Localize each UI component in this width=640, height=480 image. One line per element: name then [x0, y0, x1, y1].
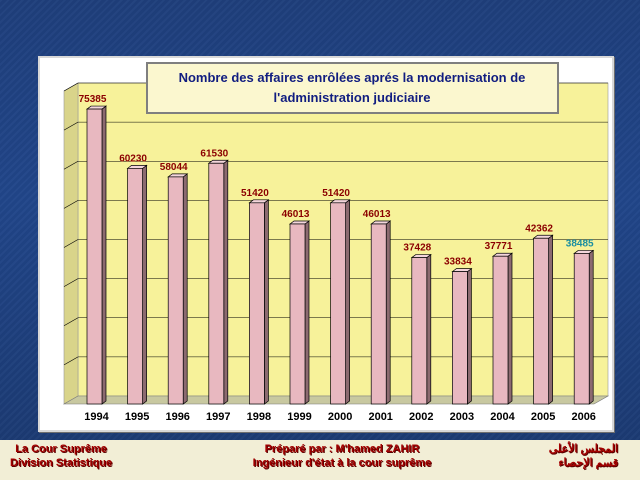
data-label: 38485	[566, 238, 594, 249]
bar-side	[588, 249, 594, 405]
x-tick-label: 2002	[409, 411, 433, 423]
gridline-side	[63, 121, 79, 131]
data-label: 42362	[525, 223, 553, 234]
bar	[330, 202, 346, 405]
footer-band: La Cour Suprême Division Statistique Pré…	[0, 440, 640, 480]
bar-side	[507, 252, 513, 405]
gridline-side	[63, 239, 79, 248]
bar-side	[264, 199, 269, 405]
footer-org-name: La Cour Suprême	[15, 443, 107, 455]
gridline-side	[63, 160, 79, 170]
data-label: 51420	[241, 188, 269, 199]
bar-top	[207, 159, 229, 164]
bar-top	[248, 199, 270, 204]
data-label: 51420	[322, 188, 350, 199]
data-label: 37771	[485, 241, 513, 252]
bar	[452, 271, 468, 405]
bar-chart: 75385 1994 60230 1995 58044 1996 61530 1997 5142…	[62, 62, 610, 423]
chart-title-box	[146, 62, 559, 114]
x-tick-label: 1994	[84, 411, 109, 423]
data-label: 37428	[403, 243, 431, 254]
data-label: 58044	[160, 162, 188, 173]
bar-side	[467, 267, 472, 405]
bar	[208, 162, 225, 405]
data-label: 46013	[282, 209, 310, 220]
bar-top	[167, 173, 189, 178]
footer-right: المجلس الأعلى قسم الإحصاء	[549, 442, 618, 470]
data-label: 46013	[363, 209, 391, 220]
bar	[492, 255, 509, 405]
bar-top	[410, 254, 432, 258]
chart-frame: 75385 1994 60230 1995 58044 1996 61530 1997 5142…	[38, 56, 614, 432]
gridline-side	[63, 82, 79, 92]
x-tick-label: 2004	[490, 411, 515, 423]
bar-top	[532, 234, 554, 239]
footer-org-name-arabic: المجلس الأعلى	[548, 443, 618, 455]
bar-side	[426, 253, 432, 405]
bar-side	[223, 159, 229, 405]
bar-side	[182, 173, 188, 405]
footer-division-arabic: قسم الإحصاء	[558, 457, 618, 469]
chart-title-line: Nombre des affaires enrôlées aprés la mo…	[179, 70, 526, 85]
data-label: 61530	[200, 148, 228, 159]
bar	[289, 223, 306, 405]
bar	[533, 237, 549, 405]
bar-side	[548, 234, 553, 405]
x-tick-label: 2003	[450, 411, 474, 423]
bar	[370, 223, 387, 405]
bar-top	[370, 220, 392, 225]
data-label: 60230	[119, 153, 147, 164]
x-tick-label: 2000	[328, 411, 352, 423]
gridline-side	[63, 317, 79, 327]
bar-side	[101, 105, 107, 405]
x-tick-label: 1995	[125, 411, 149, 423]
bar-top	[573, 250, 595, 254]
gridline-side	[63, 278, 79, 287]
bar-top	[451, 268, 473, 272]
x-tick-label: 1999	[287, 411, 311, 423]
bar-top	[85, 105, 108, 110]
footer-author: Préparé par : M'hamed ZAHIR	[264, 443, 420, 455]
bar-top	[329, 199, 351, 204]
x-tick-label: 1998	[247, 411, 271, 423]
x-tick-label: 2006	[571, 411, 595, 423]
footer-author-title: Ingénieur d'état à la cour suprême	[252, 457, 432, 469]
bar-side	[304, 220, 310, 405]
bar	[573, 253, 590, 405]
gridline-side	[63, 356, 79, 366]
bar-top	[288, 220, 311, 225]
gridline-side	[63, 200, 79, 209]
x-tick-label: 1997	[206, 411, 230, 423]
bar-top	[126, 165, 148, 169]
bar	[86, 108, 103, 405]
bar	[127, 168, 143, 405]
bar	[249, 202, 265, 405]
bar	[167, 176, 184, 405]
x-tick-label: 2005	[531, 411, 555, 423]
x-tick-label: 2001	[368, 411, 392, 423]
data-label: 33834	[444, 257, 472, 268]
footer-left: La Cour Suprême Division Statistique	[10, 442, 112, 470]
footer-center: Préparé par : M'hamed ZAHIR Ingénieur d'…	[232, 442, 452, 470]
chart-title-line: l'administration judiciaire	[274, 90, 431, 105]
data-label: 75385	[79, 94, 107, 105]
x-tick-label: 1996	[165, 411, 189, 423]
bar-top	[491, 252, 514, 257]
footer-division: Division Statistique	[10, 457, 113, 469]
bar	[411, 257, 428, 405]
bar-side	[385, 220, 391, 405]
bar-side	[345, 199, 350, 405]
bar-side	[142, 164, 147, 405]
